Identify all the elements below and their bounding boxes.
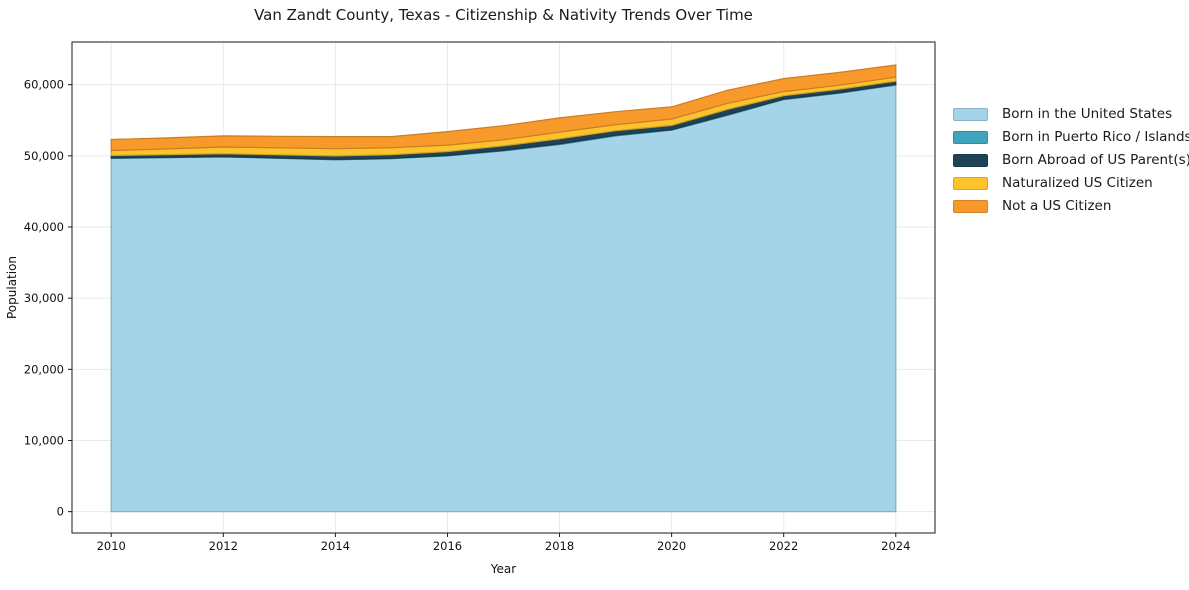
x-tick-label: 2018 bbox=[545, 539, 574, 553]
legend-item: Born in the United States bbox=[953, 106, 1189, 122]
legend-swatch bbox=[953, 154, 988, 167]
y-tick-label: 30,000 bbox=[24, 291, 64, 305]
legend-swatch bbox=[953, 131, 988, 144]
x-tick-label: 2012 bbox=[209, 539, 238, 553]
legend: Born in the United States Born in Puerto… bbox=[953, 106, 1189, 214]
legend-item: Born in Puerto Rico / Islands bbox=[953, 129, 1189, 145]
legend-item: Born Abroad of US Parent(s) bbox=[953, 152, 1189, 168]
y-tick-label: 50,000 bbox=[24, 149, 64, 163]
legend-swatch bbox=[953, 177, 988, 190]
chart-title: Van Zandt County, Texas - Citizenship & … bbox=[254, 6, 753, 24]
x-tick-label: 2020 bbox=[657, 539, 686, 553]
y-tick-label: 10,000 bbox=[24, 433, 64, 447]
legend-label: Born in Puerto Rico / Islands bbox=[1002, 129, 1189, 145]
x-tick-label: 2016 bbox=[433, 539, 462, 553]
legend-item: Naturalized US Citizen bbox=[953, 175, 1189, 191]
legend-label: Born Abroad of US Parent(s) bbox=[1002, 152, 1189, 168]
x-tick-label: 2022 bbox=[769, 539, 798, 553]
legend-label: Not a US Citizen bbox=[1002, 198, 1112, 214]
x-tick-label: 2014 bbox=[321, 539, 350, 553]
legend-swatch bbox=[953, 200, 988, 213]
y-tick-label: 0 bbox=[57, 505, 64, 519]
y-tick-label: 20,000 bbox=[24, 362, 64, 376]
area-series bbox=[110, 64, 897, 513]
x-tick-label: 2010 bbox=[97, 539, 126, 553]
x-axis-label: Year bbox=[490, 562, 516, 576]
area-not-a-us-citizen bbox=[110, 64, 897, 152]
x-tick-label: 2024 bbox=[881, 539, 910, 553]
y-tick-label: 60,000 bbox=[24, 78, 64, 92]
y-axis: 0 10,000 20,000 30,000 40,000 50,000 60,000 bbox=[24, 78, 72, 519]
legend-item: Not a US Citizen bbox=[953, 198, 1189, 214]
legend-swatch bbox=[953, 108, 988, 121]
plot-border bbox=[71, 41, 936, 534]
x-axis: 2010 2012 2014 2016 2018 2020 2022 2024 bbox=[97, 533, 910, 553]
y-axis-label: Population bbox=[5, 256, 19, 319]
y-tick-label: 40,000 bbox=[24, 220, 64, 234]
legend-label: Born in the United States bbox=[1002, 106, 1173, 122]
legend-label: Naturalized US Citizen bbox=[1002, 175, 1153, 191]
